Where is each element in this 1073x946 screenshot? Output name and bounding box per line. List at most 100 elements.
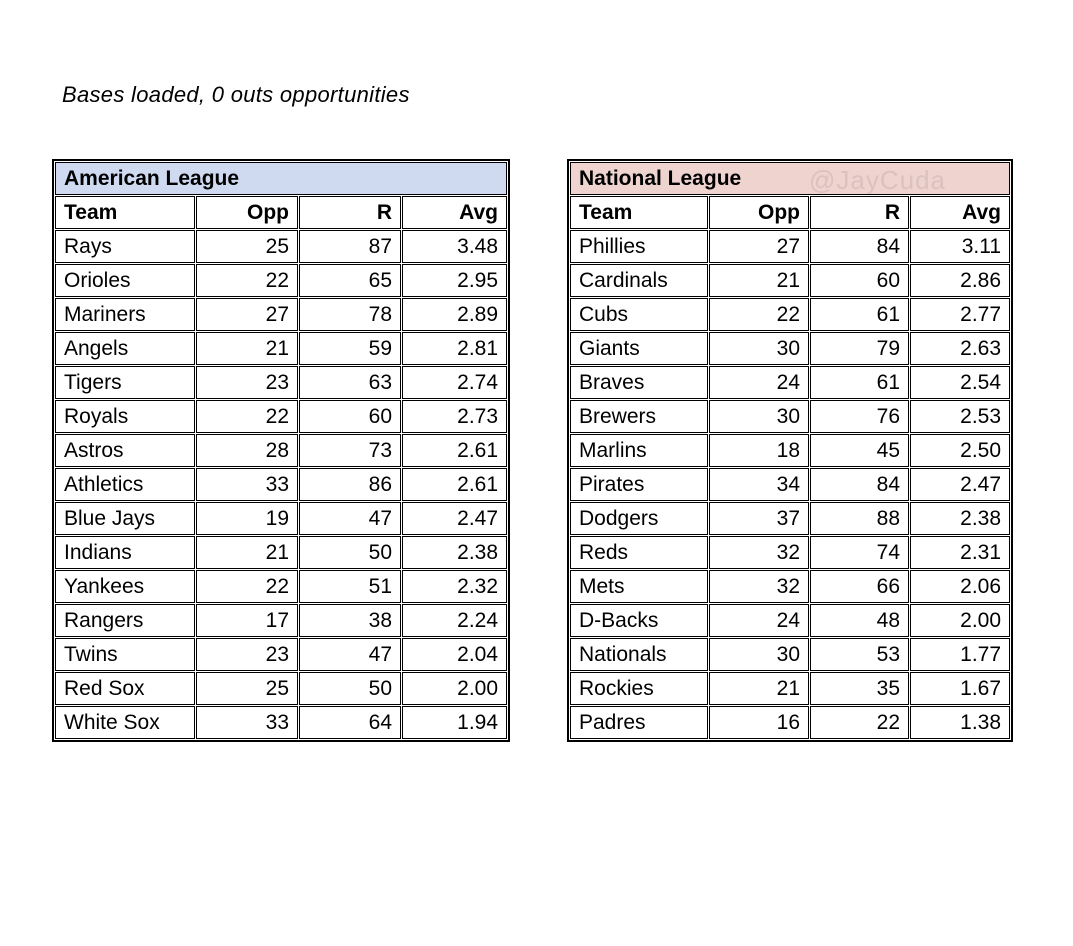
stat-value-cell: 30 (709, 332, 809, 365)
stat-value-cell: 2.74 (402, 366, 508, 399)
table-row: White Sox 33 64 1.94 (55, 706, 508, 739)
stat-value-cell: 74 (810, 536, 909, 569)
team-name-cell: Brewers (570, 400, 708, 433)
column-header-team: Team (55, 196, 195, 229)
stat-value-cell: 59 (299, 332, 401, 365)
stat-value-cell: 76 (810, 400, 909, 433)
stat-value-cell: 1.94 (402, 706, 508, 739)
column-header-row: Team Opp R Avg (55, 196, 508, 229)
stat-value-cell: 18 (709, 434, 809, 467)
national-league-title: National League @JayCuda (570, 162, 1011, 195)
table-row: Angels 21 59 2.81 (55, 332, 508, 365)
stat-value-cell: 2.00 (402, 672, 508, 705)
table-row: Rays 25 87 3.48 (55, 230, 508, 263)
stat-value-cell: 48 (810, 604, 909, 637)
stat-value-cell: 24 (709, 366, 809, 399)
stat-value-cell: 2.31 (910, 536, 1011, 569)
stat-value-cell: 2.54 (910, 366, 1011, 399)
stat-value-cell: 2.53 (910, 400, 1011, 433)
stat-value-cell: 2.06 (910, 570, 1011, 603)
league-header-row: National League @JayCuda (570, 162, 1011, 195)
national-league-label: National League (579, 166, 742, 190)
stat-value-cell: 22 (196, 570, 298, 603)
stat-value-cell: 34 (709, 468, 809, 501)
stat-value-cell: 3.11 (910, 230, 1011, 263)
table-row: Rangers 17 38 2.24 (55, 604, 508, 637)
national-league-body: Phillies 27 84 3.11 Cardinals 21 60 2.86 Cubs 22 6… (570, 230, 1011, 739)
stat-value-cell: 47 (299, 502, 401, 535)
watermark-credit: @JayCuda (809, 165, 947, 195)
team-name-cell: Pirates (570, 468, 708, 501)
stat-value-cell: 73 (299, 434, 401, 467)
table-row: Reds 32 74 2.31 (570, 536, 1011, 569)
stat-value-cell: 2.24 (402, 604, 508, 637)
team-name-cell: Rockies (570, 672, 708, 705)
table-row: Blue Jays 19 47 2.47 (55, 502, 508, 535)
stat-value-cell: 33 (196, 706, 298, 739)
team-name-cell: Orioles (55, 264, 195, 297)
stat-value-cell: 3.48 (402, 230, 508, 263)
table-row: Red Sox 25 50 2.00 (55, 672, 508, 705)
team-name-cell: Red Sox (55, 672, 195, 705)
stat-value-cell: 38 (299, 604, 401, 637)
stat-value-cell: 16 (709, 706, 809, 739)
stat-value-cell: 61 (810, 366, 909, 399)
column-header-team: Team (570, 196, 708, 229)
stat-value-cell: 2.50 (910, 434, 1011, 467)
stat-value-cell: 21 (709, 264, 809, 297)
table-row: Giants 30 79 2.63 (570, 332, 1011, 365)
stat-value-cell: 86 (299, 468, 401, 501)
league-header-row: American League (55, 162, 508, 195)
table-row: Dodgers 37 88 2.38 (570, 502, 1011, 535)
team-name-cell: Giants (570, 332, 708, 365)
table-row: Nationals 30 53 1.77 (570, 638, 1011, 671)
table-row: Cardinals 21 60 2.86 (570, 264, 1011, 297)
stat-value-cell: 1.77 (910, 638, 1011, 671)
team-name-cell: Angels (55, 332, 195, 365)
stat-value-cell: 23 (196, 366, 298, 399)
table-row: Rockies 21 35 1.67 (570, 672, 1011, 705)
stat-value-cell: 2.00 (910, 604, 1011, 637)
stat-value-cell: 37 (709, 502, 809, 535)
stat-value-cell: 2.86 (910, 264, 1011, 297)
table-row: Royals 22 60 2.73 (55, 400, 508, 433)
team-name-cell: Cubs (570, 298, 708, 331)
stat-value-cell: 27 (709, 230, 809, 263)
team-name-cell: Cardinals (570, 264, 708, 297)
stat-value-cell: 2.38 (402, 536, 508, 569)
stat-value-cell: 63 (299, 366, 401, 399)
stat-value-cell: 47 (299, 638, 401, 671)
team-name-cell: Mets (570, 570, 708, 603)
stat-value-cell: 2.47 (402, 502, 508, 535)
stat-value-cell: 22 (709, 298, 809, 331)
stat-value-cell: 35 (810, 672, 909, 705)
column-header-avg: Avg (402, 196, 508, 229)
stat-value-cell: 22 (196, 400, 298, 433)
stat-value-cell: 2.38 (910, 502, 1011, 535)
team-name-cell: Tigers (55, 366, 195, 399)
stat-value-cell: 22 (810, 706, 909, 739)
stat-value-cell: 50 (299, 536, 401, 569)
column-header-opp: Opp (709, 196, 809, 229)
stat-value-cell: 65 (299, 264, 401, 297)
stat-value-cell: 22 (196, 264, 298, 297)
stat-value-cell: 64 (299, 706, 401, 739)
american-league-title: American League (55, 162, 508, 195)
stat-value-cell: 25 (196, 672, 298, 705)
stat-value-cell: 60 (810, 264, 909, 297)
stat-value-cell: 17 (196, 604, 298, 637)
team-name-cell: Nationals (570, 638, 708, 671)
stat-value-cell: 32 (709, 570, 809, 603)
stat-value-cell: 2.61 (402, 434, 508, 467)
table-row: Braves 24 61 2.54 (570, 366, 1011, 399)
stat-value-cell: 21 (709, 672, 809, 705)
stat-value-cell: 88 (810, 502, 909, 535)
stat-value-cell: 19 (196, 502, 298, 535)
stat-value-cell: 78 (299, 298, 401, 331)
column-header-opp: Opp (196, 196, 298, 229)
stat-value-cell: 23 (196, 638, 298, 671)
table-row: Cubs 22 61 2.77 (570, 298, 1011, 331)
team-name-cell: Phillies (570, 230, 708, 263)
team-name-cell: Dodgers (570, 502, 708, 535)
